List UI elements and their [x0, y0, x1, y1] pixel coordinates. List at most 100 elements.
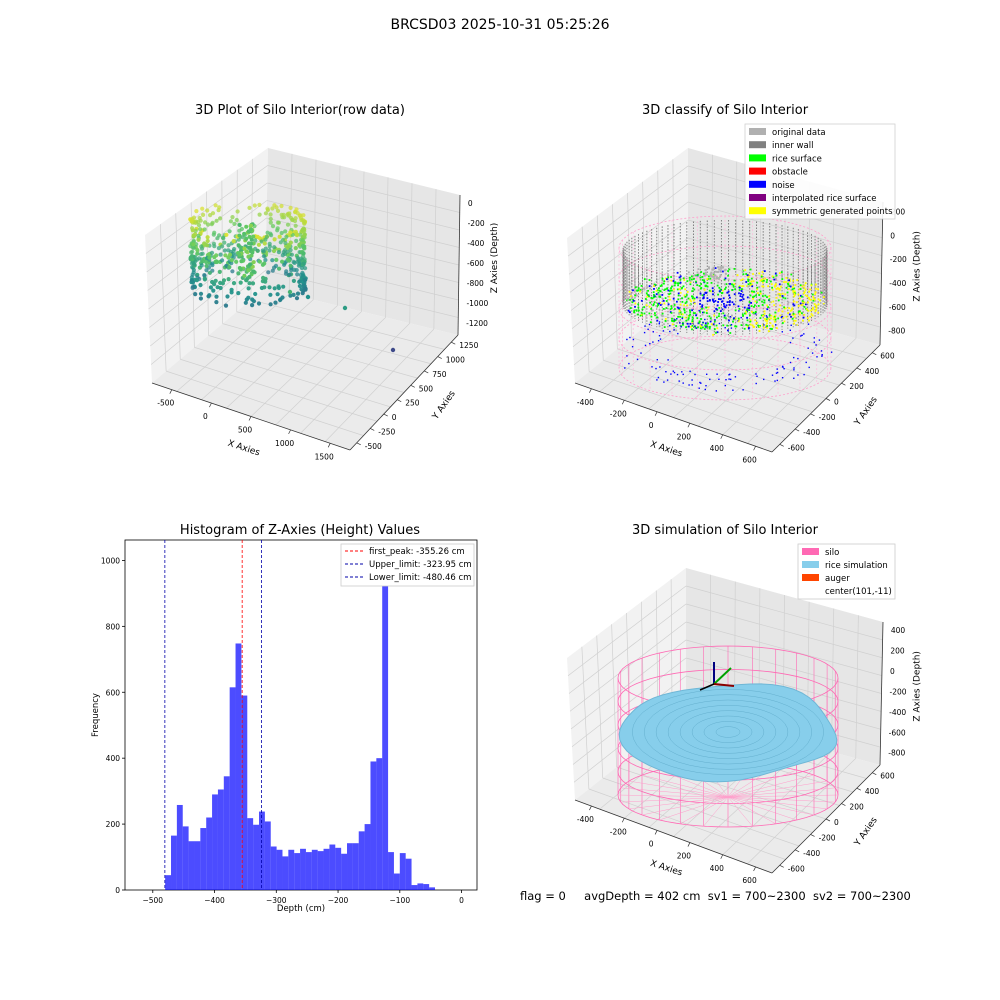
histogram-bar [405, 858, 412, 890]
y-tick-mark [437, 356, 442, 359]
data-point [250, 303, 255, 308]
class-point [677, 294, 680, 297]
class-point [691, 275, 693, 278]
class-point [734, 288, 736, 291]
data-point [303, 287, 308, 292]
class-point [700, 326, 703, 328]
grid-line [747, 758, 856, 865]
z-tick-label: -400 [467, 239, 484, 248]
class-point [785, 315, 788, 318]
noise-point [775, 324, 777, 326]
class-point [815, 308, 817, 311]
class-point [778, 283, 781, 286]
data-point [238, 280, 243, 285]
class-point [716, 316, 718, 319]
data-point [242, 231, 247, 236]
data-point [249, 237, 254, 242]
class-point [648, 279, 651, 281]
data-point [275, 208, 281, 213]
y-tick-mark [856, 787, 862, 791]
class-point [740, 293, 742, 295]
class-point [691, 297, 694, 300]
plot1-raw-data-3d: -500 0 500 1000 1500 -500 -250 0 250 500 750 1000 12… [145, 148, 500, 461]
class-point [634, 305, 636, 308]
data-point [237, 266, 242, 270]
data-point [295, 291, 301, 296]
noise-point [648, 323, 651, 326]
class-point [746, 325, 749, 328]
z-tick-label: -800 [467, 279, 484, 288]
class-point [704, 325, 707, 328]
class-point [736, 274, 739, 276]
grid-line [685, 621, 882, 676]
data-point [250, 250, 255, 255]
class-point [666, 287, 668, 290]
data-point [252, 203, 257, 208]
class-point [640, 311, 643, 314]
data-point [298, 213, 303, 218]
data-point [243, 300, 248, 305]
noise-point [705, 385, 707, 387]
class-point [691, 324, 694, 327]
data-point [273, 300, 278, 305]
rice-mesh-line [703, 721, 753, 743]
class-point [678, 282, 680, 285]
back-left-pane [567, 568, 686, 800]
class-point [801, 312, 803, 315]
noise-point [793, 369, 795, 371]
class-point [779, 272, 781, 274]
silo-floor-spoke [620, 796, 729, 803]
data-point [246, 241, 251, 246]
class-point [761, 304, 764, 306]
y-tick-label: 0 [392, 413, 397, 422]
histogram-title: Histogram of Z-Axies (Height) Values [179, 523, 421, 538]
data-point [270, 206, 275, 211]
class-point [670, 287, 672, 290]
class-point [728, 268, 731, 271]
noise-point [715, 390, 717, 392]
class-point [748, 309, 750, 311]
rice-mesh-line [667, 705, 789, 759]
original-point [714, 274, 716, 277]
legend-label: noise [772, 181, 795, 191]
class-point [761, 295, 764, 297]
data-point [214, 218, 219, 223]
z-tick-label: 0 [468, 199, 473, 208]
histogram-bar [364, 824, 371, 890]
class-point [763, 270, 766, 272]
data-point [205, 235, 210, 240]
noise-point [724, 327, 726, 329]
noise-point [714, 319, 716, 321]
class-point [659, 304, 662, 306]
legend-label: Lower_limit: -480.46 cm [369, 573, 471, 583]
class-point [703, 280, 706, 283]
noise-point [676, 373, 679, 376]
noise-point [694, 373, 696, 376]
class-point [766, 279, 768, 281]
class-point [701, 304, 704, 307]
data-point [231, 239, 236, 244]
data-point [247, 281, 252, 286]
data-point [190, 228, 195, 233]
class-point [661, 315, 664, 317]
class-point [688, 276, 691, 279]
y-tick-label: 0 [834, 398, 839, 407]
x-tick-label: -500 [157, 399, 174, 408]
class-point [755, 294, 757, 297]
class-point [679, 303, 682, 306]
class-point [749, 284, 752, 287]
class-point [632, 299, 635, 302]
legend-histogram: first_peak: -355.26 cm Upper_limit: -323.… [340, 543, 475, 587]
class-point [768, 314, 771, 317]
class-point [743, 327, 746, 330]
class-point [677, 292, 680, 295]
legend-label: symmetric generated points [772, 207, 893, 217]
legend-label: original data [772, 128, 826, 138]
noise-point [663, 381, 665, 383]
class-point [772, 316, 775, 318]
class-point [655, 293, 658, 296]
class-point [731, 289, 734, 291]
class-point [698, 285, 701, 287]
data-point [226, 255, 231, 260]
data-point [300, 238, 305, 243]
